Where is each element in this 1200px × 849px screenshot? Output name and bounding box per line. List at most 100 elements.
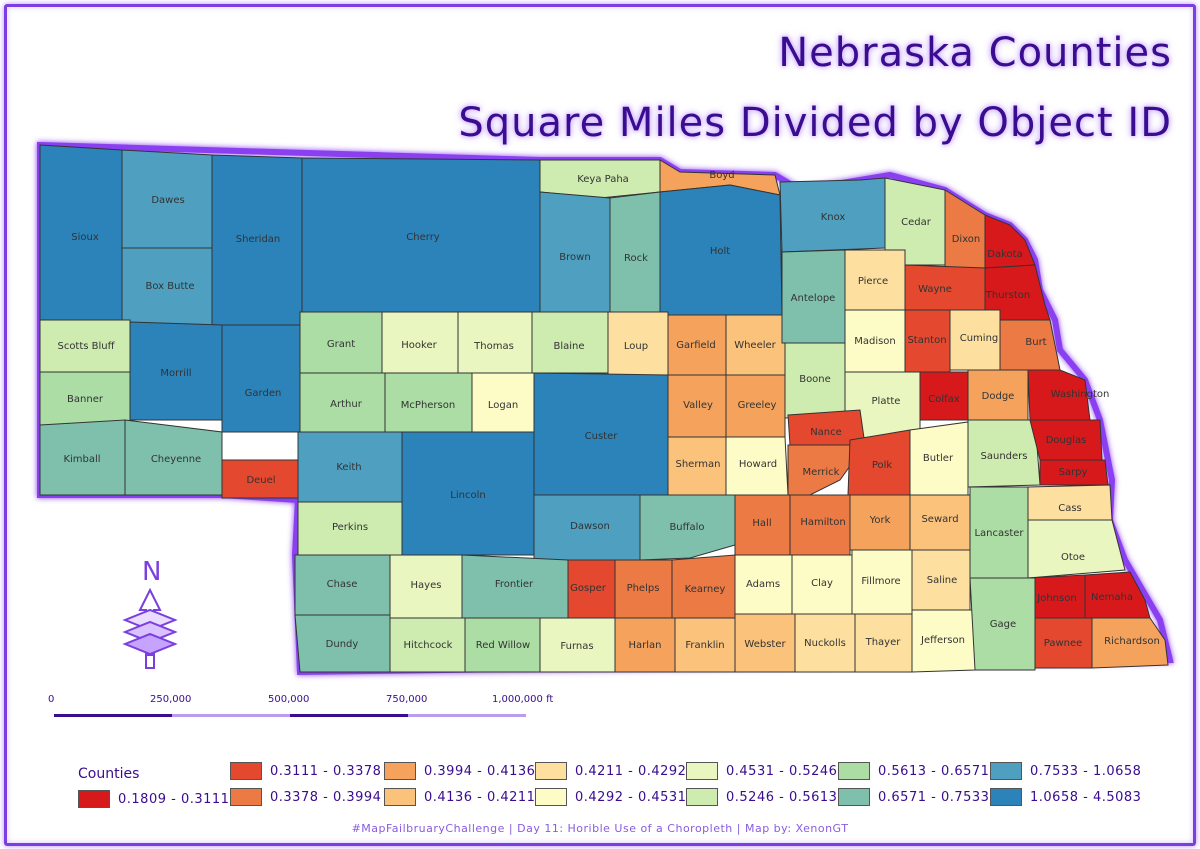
county-label-harlan: Harlan	[628, 640, 661, 651]
county-washington	[1027, 369, 1091, 421]
legend-label: 0.4136 - 0.4211	[424, 789, 536, 805]
county-label-blaine: Blaine	[553, 341, 584, 352]
county-label-dodge: Dodge	[982, 391, 1015, 402]
county-label-dixon: Dixon	[952, 234, 981, 245]
county-label-burt: Burt	[1025, 337, 1046, 348]
county-label-frontier: Frontier	[495, 579, 534, 590]
county-label-hitchcock: Hitchcock	[404, 640, 453, 651]
county-label-morrill: Morrill	[160, 368, 191, 379]
county-label-madison: Madison	[854, 336, 896, 347]
legend-label: 1.0658 - 4.5083	[1030, 789, 1142, 805]
county-label-brown: Brown	[559, 252, 590, 263]
county-label-merrick: Merrick	[803, 467, 840, 478]
legend-item: 0.5613 - 0.6571	[838, 762, 989, 780]
map-subtitle: Square Miles Divided by Object ID	[458, 100, 1172, 146]
map-title: Nebraska Counties	[778, 30, 1172, 76]
county-label-washington: Washington	[1051, 389, 1110, 400]
legend-swatch	[686, 788, 718, 806]
scale-label-3: 750,000	[386, 694, 427, 705]
scale-bar: 0 250,000 500,000 750,000 1,000,000 ft	[48, 694, 553, 717]
county-label-keya-paha: Keya Paha	[577, 174, 629, 185]
county-label-stanton: Stanton	[907, 335, 946, 346]
legend-swatch	[535, 788, 567, 806]
county-label-boyd: Boyd	[709, 170, 734, 181]
county-label-garfield: Garfield	[676, 340, 716, 351]
county-label-howard: Howard	[739, 459, 777, 470]
county-label-antelope: Antelope	[791, 293, 836, 304]
county-label-buffalo: Buffalo	[669, 522, 704, 533]
county-label-franklin: Franklin	[685, 640, 724, 651]
county-label-webster: Webster	[744, 639, 786, 650]
county-label-saunders: Saunders	[981, 451, 1028, 462]
county-label-otoe: Otoe	[1061, 552, 1085, 563]
scale-label-1: 250,000	[150, 694, 191, 705]
county-label-gosper: Gosper	[570, 583, 607, 594]
legend-item: 0.5246 - 0.5613	[686, 788, 837, 806]
county-label-sheridan: Sheridan	[236, 234, 281, 245]
county-label-thurston: Thurston	[985, 290, 1030, 301]
county-keya-paha	[539, 159, 661, 199]
county-label-chase: Chase	[327, 579, 358, 590]
map-frame	[4, 4, 1196, 846]
legend-item: 0.4531 - 0.5246	[686, 762, 837, 780]
county-label-box-butte: Box Butte	[146, 281, 195, 292]
legend-label: 0.7533 - 1.0658	[1030, 763, 1142, 779]
county-label-cuming: Cuming	[960, 333, 999, 344]
county-label-grant: Grant	[327, 339, 355, 350]
legend-label: 0.1809 - 0.3111	[118, 791, 230, 807]
county-otoe	[1027, 519, 1126, 579]
county-label-sherman: Sherman	[676, 459, 721, 470]
legend-swatch	[230, 788, 262, 806]
county-label-jefferson: Jefferson	[920, 635, 965, 646]
counties-layer	[39, 144, 1169, 673]
county-label-furnas: Furnas	[560, 641, 593, 652]
county-label-logan: Logan	[488, 400, 518, 411]
legend-swatch	[686, 762, 718, 780]
county-label-nuckolls: Nuckolls	[804, 638, 846, 649]
legend-label: 0.4292 - 0.4531	[575, 789, 687, 805]
county-label-sarpy: Sarpy	[1059, 467, 1088, 478]
county-label-nemaha: Nemaha	[1091, 592, 1133, 603]
county-dakota	[984, 214, 1036, 269]
legend-swatch	[990, 762, 1022, 780]
county-label-adams: Adams	[746, 579, 780, 590]
county-label-dawes: Dawes	[151, 195, 184, 206]
legend-swatch	[838, 762, 870, 780]
county-label-knox: Knox	[821, 212, 846, 223]
scale-label-0: 0	[48, 694, 54, 705]
legend-item: 0.3378 - 0.3994	[230, 788, 381, 806]
legend-label: 0.5613 - 0.6571	[878, 763, 990, 779]
legend-swatch	[78, 790, 110, 808]
legend-label: 0.3994 - 0.4136	[424, 763, 536, 779]
legend-label: 0.5246 - 0.5613	[726, 789, 838, 805]
legend-item: 0.3111 - 0.3378	[230, 762, 381, 780]
county-label-douglas: Douglas	[1046, 435, 1087, 446]
county-label-hamilton: Hamilton	[800, 517, 845, 528]
county-label-hall: Hall	[752, 518, 771, 529]
county-rock	[609, 191, 661, 313]
county-label-perkins: Perkins	[332, 522, 368, 533]
county-label-nance: Nance	[810, 427, 842, 438]
legend-label: 0.4531 - 0.5246	[726, 763, 838, 779]
legend-swatch	[990, 788, 1022, 806]
county-label-phelps: Phelps	[627, 583, 660, 594]
legend-label: 0.6571 - 0.7533	[878, 789, 990, 805]
county-label-pierce: Pierce	[858, 276, 888, 287]
legend-item: 0.4211 - 0.4292	[535, 762, 686, 780]
legend-swatch	[838, 788, 870, 806]
legend-item: 0.7533 - 1.0658	[990, 762, 1141, 780]
county-label-butler: Butler	[923, 453, 954, 464]
county-label-custer: Custer	[585, 431, 619, 442]
county-label-valley: Valley	[683, 400, 713, 411]
county-nemaha	[1084, 571, 1151, 619]
county-label-boone: Boone	[799, 374, 831, 385]
county-label-kearney: Kearney	[685, 584, 726, 595]
county-gage	[969, 577, 1036, 671]
county-label-hooker: Hooker	[401, 340, 437, 351]
county-label-fillmore: Fillmore	[861, 576, 900, 587]
legend-item: 0.1809 - 0.3111	[78, 790, 229, 808]
county-label-garden: Garden	[245, 388, 282, 399]
county-label-cedar: Cedar	[901, 217, 932, 228]
legend-swatch	[230, 762, 262, 780]
